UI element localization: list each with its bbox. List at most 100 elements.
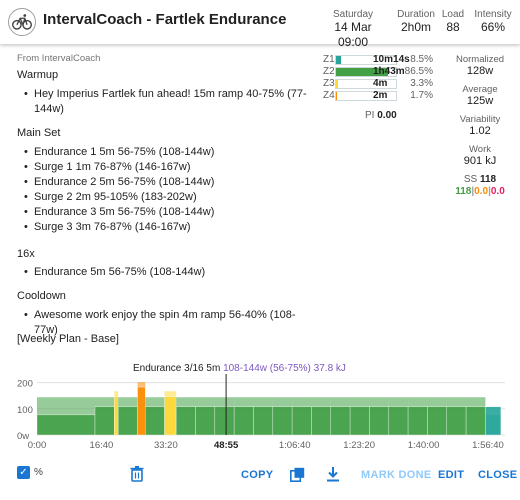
y-tick-label: 200: [17, 379, 33, 390]
step-item: • Surge 3 3m 76-87% (146-167w): [24, 221, 191, 233]
ss-stat: SS 118: [450, 174, 510, 185]
work-value: 901 kJ: [463, 155, 497, 167]
workout-step-bar: [388, 406, 409, 436]
workout-title: IntervalCoach - Fartlek Endurance: [43, 11, 287, 28]
duplicate-icon[interactable]: [290, 467, 305, 482]
workout-step-bar: [175, 406, 196, 436]
step-text: Awesome work enjoy the spin 4m ramp 56-4…: [34, 309, 296, 336]
x-tick-label: 1:23:20: [343, 440, 375, 451]
duration-stat: Duration 2h0m: [394, 9, 438, 35]
step-item: • Endurance 1 5m 56-75% (108-144w): [24, 146, 215, 158]
zone-name: Z1: [323, 54, 335, 65]
intensity-label: Intensity: [474, 9, 512, 20]
step-item: • Surge 2 2m 95-105% (183-202w): [24, 191, 197, 203]
zone-bar-fill: [336, 56, 341, 64]
zone-percent: 1.7%: [410, 90, 433, 101]
ss-label: SS: [463, 174, 478, 185]
zone-name: Z2: [323, 66, 335, 77]
percent-checkbox[interactable]: ✓: [17, 466, 30, 479]
workout-power-chart[interactable]: 200 100 0w0:00 16:40 33:20 48:55 1:06:40 1:23:2…: [0, 374, 520, 454]
download-icon[interactable]: [326, 467, 340, 482]
normalized-value: 128w: [466, 65, 494, 77]
average-label: Average: [462, 84, 498, 95]
zone-time: 4m: [373, 78, 388, 89]
variability-label: Variability: [459, 114, 501, 125]
zone-time: 10m14s: [373, 54, 410, 65]
intensity-value: 66%: [480, 20, 506, 34]
ss-separator: |: [488, 186, 491, 197]
bicycle-icon: [8, 8, 36, 36]
ss-breakdown: 118|0.0|0.0: [450, 186, 510, 197]
workout-step-bar: [164, 396, 177, 436]
workout-step-bar: [311, 406, 331, 436]
workout-step-bar: [330, 406, 351, 436]
variability-value: 1.02: [469, 125, 491, 137]
workout-step-bar: [253, 406, 274, 436]
zone-bar: [335, 91, 397, 101]
step-item-continued: 144w): [34, 102, 64, 117]
x-tick-label: 33:20: [154, 440, 178, 451]
workout-step-bar: [369, 406, 389, 436]
load-value: 88: [446, 20, 460, 34]
average-value: 125w: [466, 95, 494, 107]
percent-label: %: [34, 467, 43, 478]
workout-step-bar: [195, 406, 216, 436]
date-value: 14 Mar 09:00: [334, 20, 372, 49]
step-item: • Endurance 3 5m 56-75% (108-144w): [24, 206, 215, 218]
edit-button[interactable]: EDIT: [438, 469, 465, 481]
duration-value: 2h0m: [400, 20, 432, 34]
workout-step-bar: [291, 406, 312, 436]
ss-part: 118: [455, 186, 472, 197]
pi-value: 0.00: [377, 110, 397, 121]
y-tick-label: 0w: [17, 431, 29, 442]
zone-bar: [335, 55, 397, 65]
zone-row-z2: Z2 1h43m 86.5%: [323, 66, 441, 78]
step-text: Endurance 2 5m 56-75% (108-144w): [34, 176, 215, 188]
workout-step-bar: [465, 406, 486, 436]
workout-step-bar: [407, 406, 428, 436]
hover-step-label: Endurance 3/16 5m: [133, 363, 221, 374]
work-stat: Work 901 kJ: [450, 144, 510, 168]
hover-step-detail: 108-144w (56-75%) 37.8 kJ: [223, 363, 346, 374]
workout-step-bar: [272, 406, 293, 436]
ss-separator: |: [471, 186, 475, 197]
x-tick-label: 48:55: [214, 440, 239, 451]
workout-step-bar: [117, 406, 138, 436]
zone-bar-fill: [336, 68, 388, 76]
zone-bar-fill: [336, 80, 338, 88]
workout-step-bar: [427, 406, 447, 436]
workout-step-bar: [114, 396, 119, 436]
variability-stat: Variability 1.02: [450, 114, 510, 138]
step-text: Endurance 1 5m 56-75% (108-144w): [34, 146, 215, 158]
intensity-stat: Intensity 66%: [470, 9, 516, 35]
x-tick-label: 1:40:00: [408, 440, 440, 451]
step-text: 144w): [34, 103, 64, 115]
section-heading-repeat: 16x: [17, 248, 35, 260]
step-item: • Hey Imperius Fartlek fun ahead! 15m ram…: [24, 88, 307, 100]
zone-name: Z3: [323, 78, 335, 89]
zone-row-z1: Z1 10m14s 8.5%: [323, 54, 441, 66]
date-stat: Saturday 14 Mar 09:00: [318, 9, 388, 50]
zone-row-z3: Z3 4m 3.3%: [323, 78, 441, 90]
zone-percent: 8.5%: [410, 54, 433, 65]
zone-time: 1h43m: [373, 66, 405, 77]
x-tick-label: 0:00: [28, 440, 47, 451]
step-text: Surge 1 1m 76-87% (146-167w): [34, 161, 191, 173]
workout-step-bar: [233, 406, 254, 436]
source-label: From IntervalCoach: [17, 53, 101, 64]
zone-bar: [335, 67, 397, 77]
y-tick-label: 100: [17, 405, 33, 416]
step-text: Endurance 5m 56-75% (108-144w): [34, 266, 206, 278]
copy-button[interactable]: COPY: [241, 469, 274, 481]
zone-name: Z4: [323, 90, 335, 101]
zone-percent: 3.3%: [410, 78, 433, 89]
zone-row-z4: Z4 2m 1.7%: [323, 90, 441, 102]
ss-part: 0.0: [490, 186, 505, 197]
step-item: • Awesome work enjoy the spin 4m ramp 56-…: [24, 309, 296, 336]
duration-label: Duration: [397, 9, 435, 20]
close-button[interactable]: CLOSE: [478, 469, 518, 481]
delete-icon[interactable]: [130, 466, 144, 482]
workout-step-bar: [94, 406, 115, 436]
mark-done-button[interactable]: MARK DONE: [361, 469, 432, 481]
